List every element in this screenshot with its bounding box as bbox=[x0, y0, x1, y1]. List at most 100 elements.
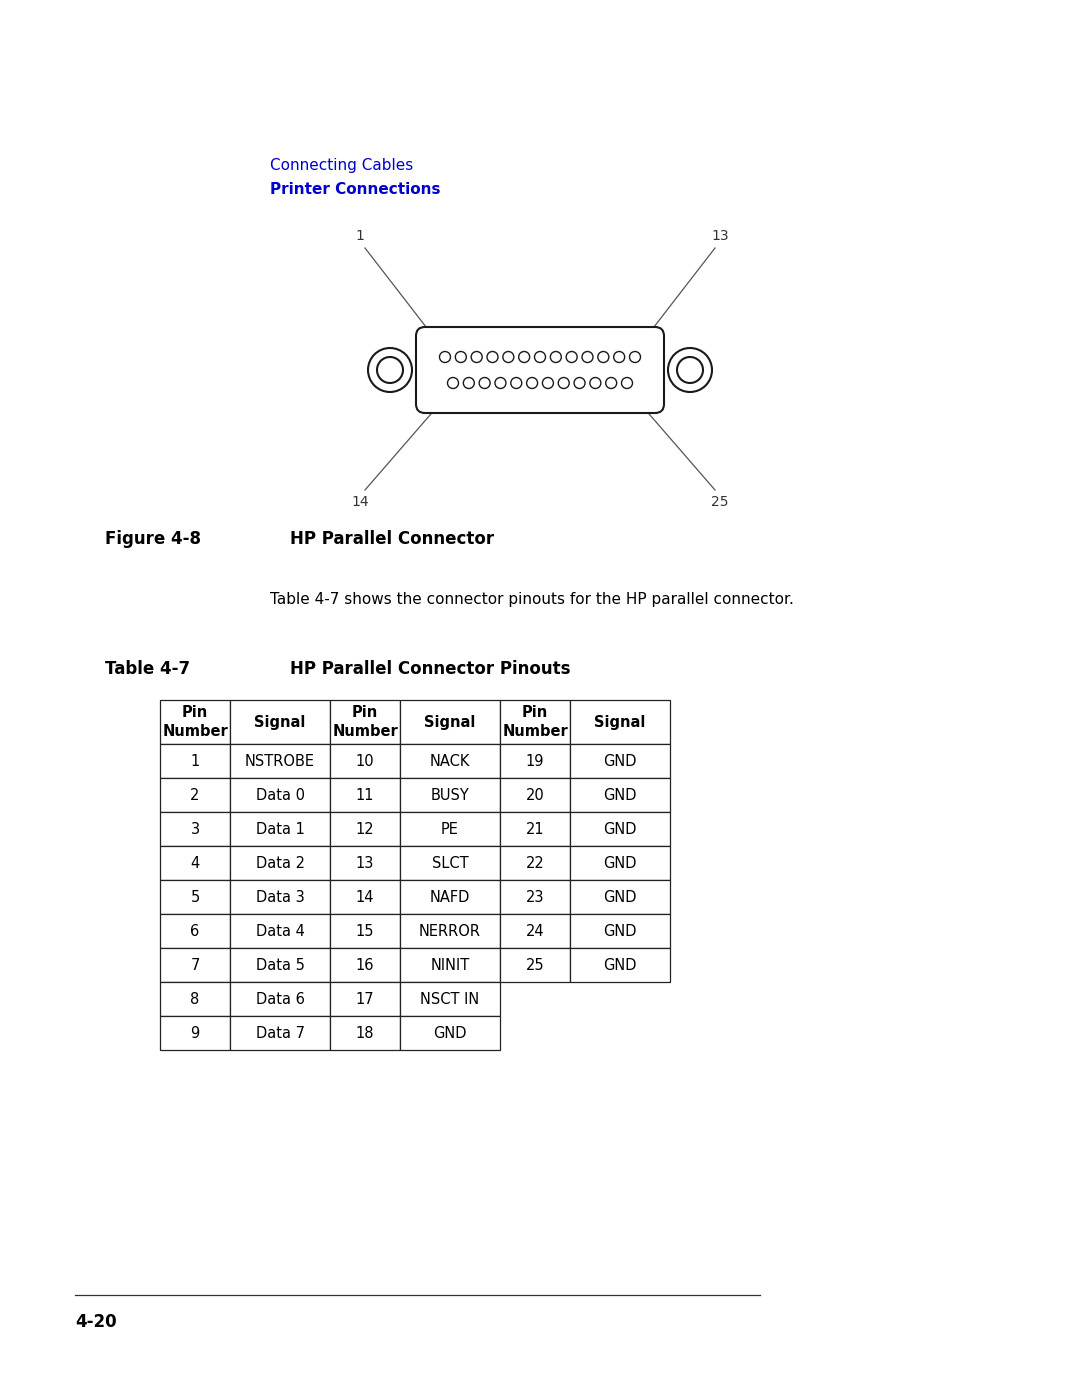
Bar bbox=[570, 700, 670, 745]
Bar bbox=[230, 880, 330, 914]
Bar bbox=[400, 949, 500, 982]
Text: 4: 4 bbox=[190, 855, 200, 870]
Circle shape bbox=[440, 352, 450, 362]
Text: NAFD: NAFD bbox=[430, 890, 470, 904]
Circle shape bbox=[542, 377, 553, 388]
Circle shape bbox=[535, 352, 545, 362]
Text: 18: 18 bbox=[355, 1025, 375, 1041]
Text: Data 3: Data 3 bbox=[256, 890, 305, 904]
Circle shape bbox=[487, 352, 498, 362]
Text: Data 0: Data 0 bbox=[256, 788, 305, 802]
Text: 4-20: 4-20 bbox=[75, 1313, 117, 1331]
Circle shape bbox=[598, 352, 609, 362]
Text: GND: GND bbox=[604, 855, 637, 870]
Text: 14: 14 bbox=[355, 890, 375, 904]
Bar bbox=[230, 847, 330, 880]
Text: Connecting Cables: Connecting Cables bbox=[270, 158, 414, 173]
Bar bbox=[160, 812, 230, 847]
Bar bbox=[570, 778, 670, 812]
Bar bbox=[570, 745, 670, 778]
Text: Data 6: Data 6 bbox=[256, 992, 305, 1006]
Bar bbox=[160, 778, 230, 812]
Bar bbox=[400, 812, 500, 847]
Text: GND: GND bbox=[604, 957, 637, 972]
Text: 13: 13 bbox=[712, 229, 729, 243]
Text: GND: GND bbox=[433, 1025, 467, 1041]
Text: 22: 22 bbox=[526, 855, 544, 870]
Bar bbox=[500, 880, 570, 914]
Text: 20: 20 bbox=[526, 788, 544, 802]
Bar bbox=[160, 700, 230, 745]
Text: 9: 9 bbox=[190, 1025, 200, 1041]
Text: Data 7: Data 7 bbox=[256, 1025, 305, 1041]
Circle shape bbox=[621, 377, 633, 388]
Text: 23: 23 bbox=[526, 890, 544, 904]
Text: GND: GND bbox=[604, 788, 637, 802]
Text: Signal: Signal bbox=[254, 714, 306, 729]
Text: 19: 19 bbox=[526, 753, 544, 768]
Bar bbox=[500, 778, 570, 812]
Text: 1: 1 bbox=[355, 229, 364, 243]
Circle shape bbox=[613, 352, 624, 362]
Circle shape bbox=[511, 377, 522, 388]
Bar bbox=[400, 914, 500, 949]
Circle shape bbox=[447, 377, 459, 388]
Text: 5: 5 bbox=[190, 890, 200, 904]
Text: Printer Connections: Printer Connections bbox=[270, 182, 441, 197]
Bar bbox=[570, 914, 670, 949]
Text: Data 2: Data 2 bbox=[256, 855, 305, 870]
Bar bbox=[160, 914, 230, 949]
Text: GND: GND bbox=[604, 753, 637, 768]
Bar bbox=[330, 914, 400, 949]
Text: Table 4-7 shows the connector pinouts for the HP parallel connector.: Table 4-7 shows the connector pinouts fo… bbox=[270, 592, 794, 608]
Text: 6: 6 bbox=[190, 923, 200, 939]
Bar bbox=[500, 812, 570, 847]
Text: 2: 2 bbox=[190, 788, 200, 802]
Text: 7: 7 bbox=[190, 957, 200, 972]
Text: GND: GND bbox=[604, 890, 637, 904]
Text: Signal: Signal bbox=[424, 714, 475, 729]
Bar bbox=[400, 880, 500, 914]
Text: 16: 16 bbox=[355, 957, 375, 972]
Bar bbox=[160, 949, 230, 982]
Circle shape bbox=[606, 377, 617, 388]
Bar bbox=[230, 700, 330, 745]
Bar bbox=[400, 745, 500, 778]
Circle shape bbox=[518, 352, 529, 362]
Bar bbox=[160, 847, 230, 880]
Text: 17: 17 bbox=[355, 992, 375, 1006]
Bar bbox=[400, 778, 500, 812]
Text: NERROR: NERROR bbox=[419, 923, 481, 939]
Bar bbox=[330, 847, 400, 880]
Circle shape bbox=[527, 377, 538, 388]
Circle shape bbox=[558, 377, 569, 388]
Circle shape bbox=[377, 358, 403, 383]
Bar bbox=[230, 745, 330, 778]
Bar bbox=[230, 778, 330, 812]
Text: 12: 12 bbox=[355, 821, 375, 837]
Bar bbox=[330, 745, 400, 778]
Circle shape bbox=[495, 377, 505, 388]
Text: GND: GND bbox=[604, 923, 637, 939]
Text: HP Parallel Connector Pinouts: HP Parallel Connector Pinouts bbox=[291, 659, 570, 678]
Bar bbox=[230, 914, 330, 949]
Bar bbox=[160, 880, 230, 914]
Text: NACK: NACK bbox=[430, 753, 470, 768]
Bar bbox=[330, 778, 400, 812]
Text: 11: 11 bbox=[355, 788, 375, 802]
Bar bbox=[570, 847, 670, 880]
Bar bbox=[400, 700, 500, 745]
Bar bbox=[500, 745, 570, 778]
Text: GND: GND bbox=[604, 821, 637, 837]
Text: Pin
Number: Pin Number bbox=[333, 705, 397, 739]
Text: HP Parallel Connector: HP Parallel Connector bbox=[291, 529, 495, 548]
Text: 25: 25 bbox=[712, 495, 729, 509]
Text: 13: 13 bbox=[355, 855, 374, 870]
Circle shape bbox=[471, 352, 482, 362]
Bar bbox=[160, 1016, 230, 1051]
Text: Pin
Number: Pin Number bbox=[502, 705, 568, 739]
Text: Figure 4-8: Figure 4-8 bbox=[105, 529, 201, 548]
Text: NSTROBE: NSTROBE bbox=[245, 753, 315, 768]
Bar bbox=[570, 949, 670, 982]
Text: Data 4: Data 4 bbox=[256, 923, 305, 939]
